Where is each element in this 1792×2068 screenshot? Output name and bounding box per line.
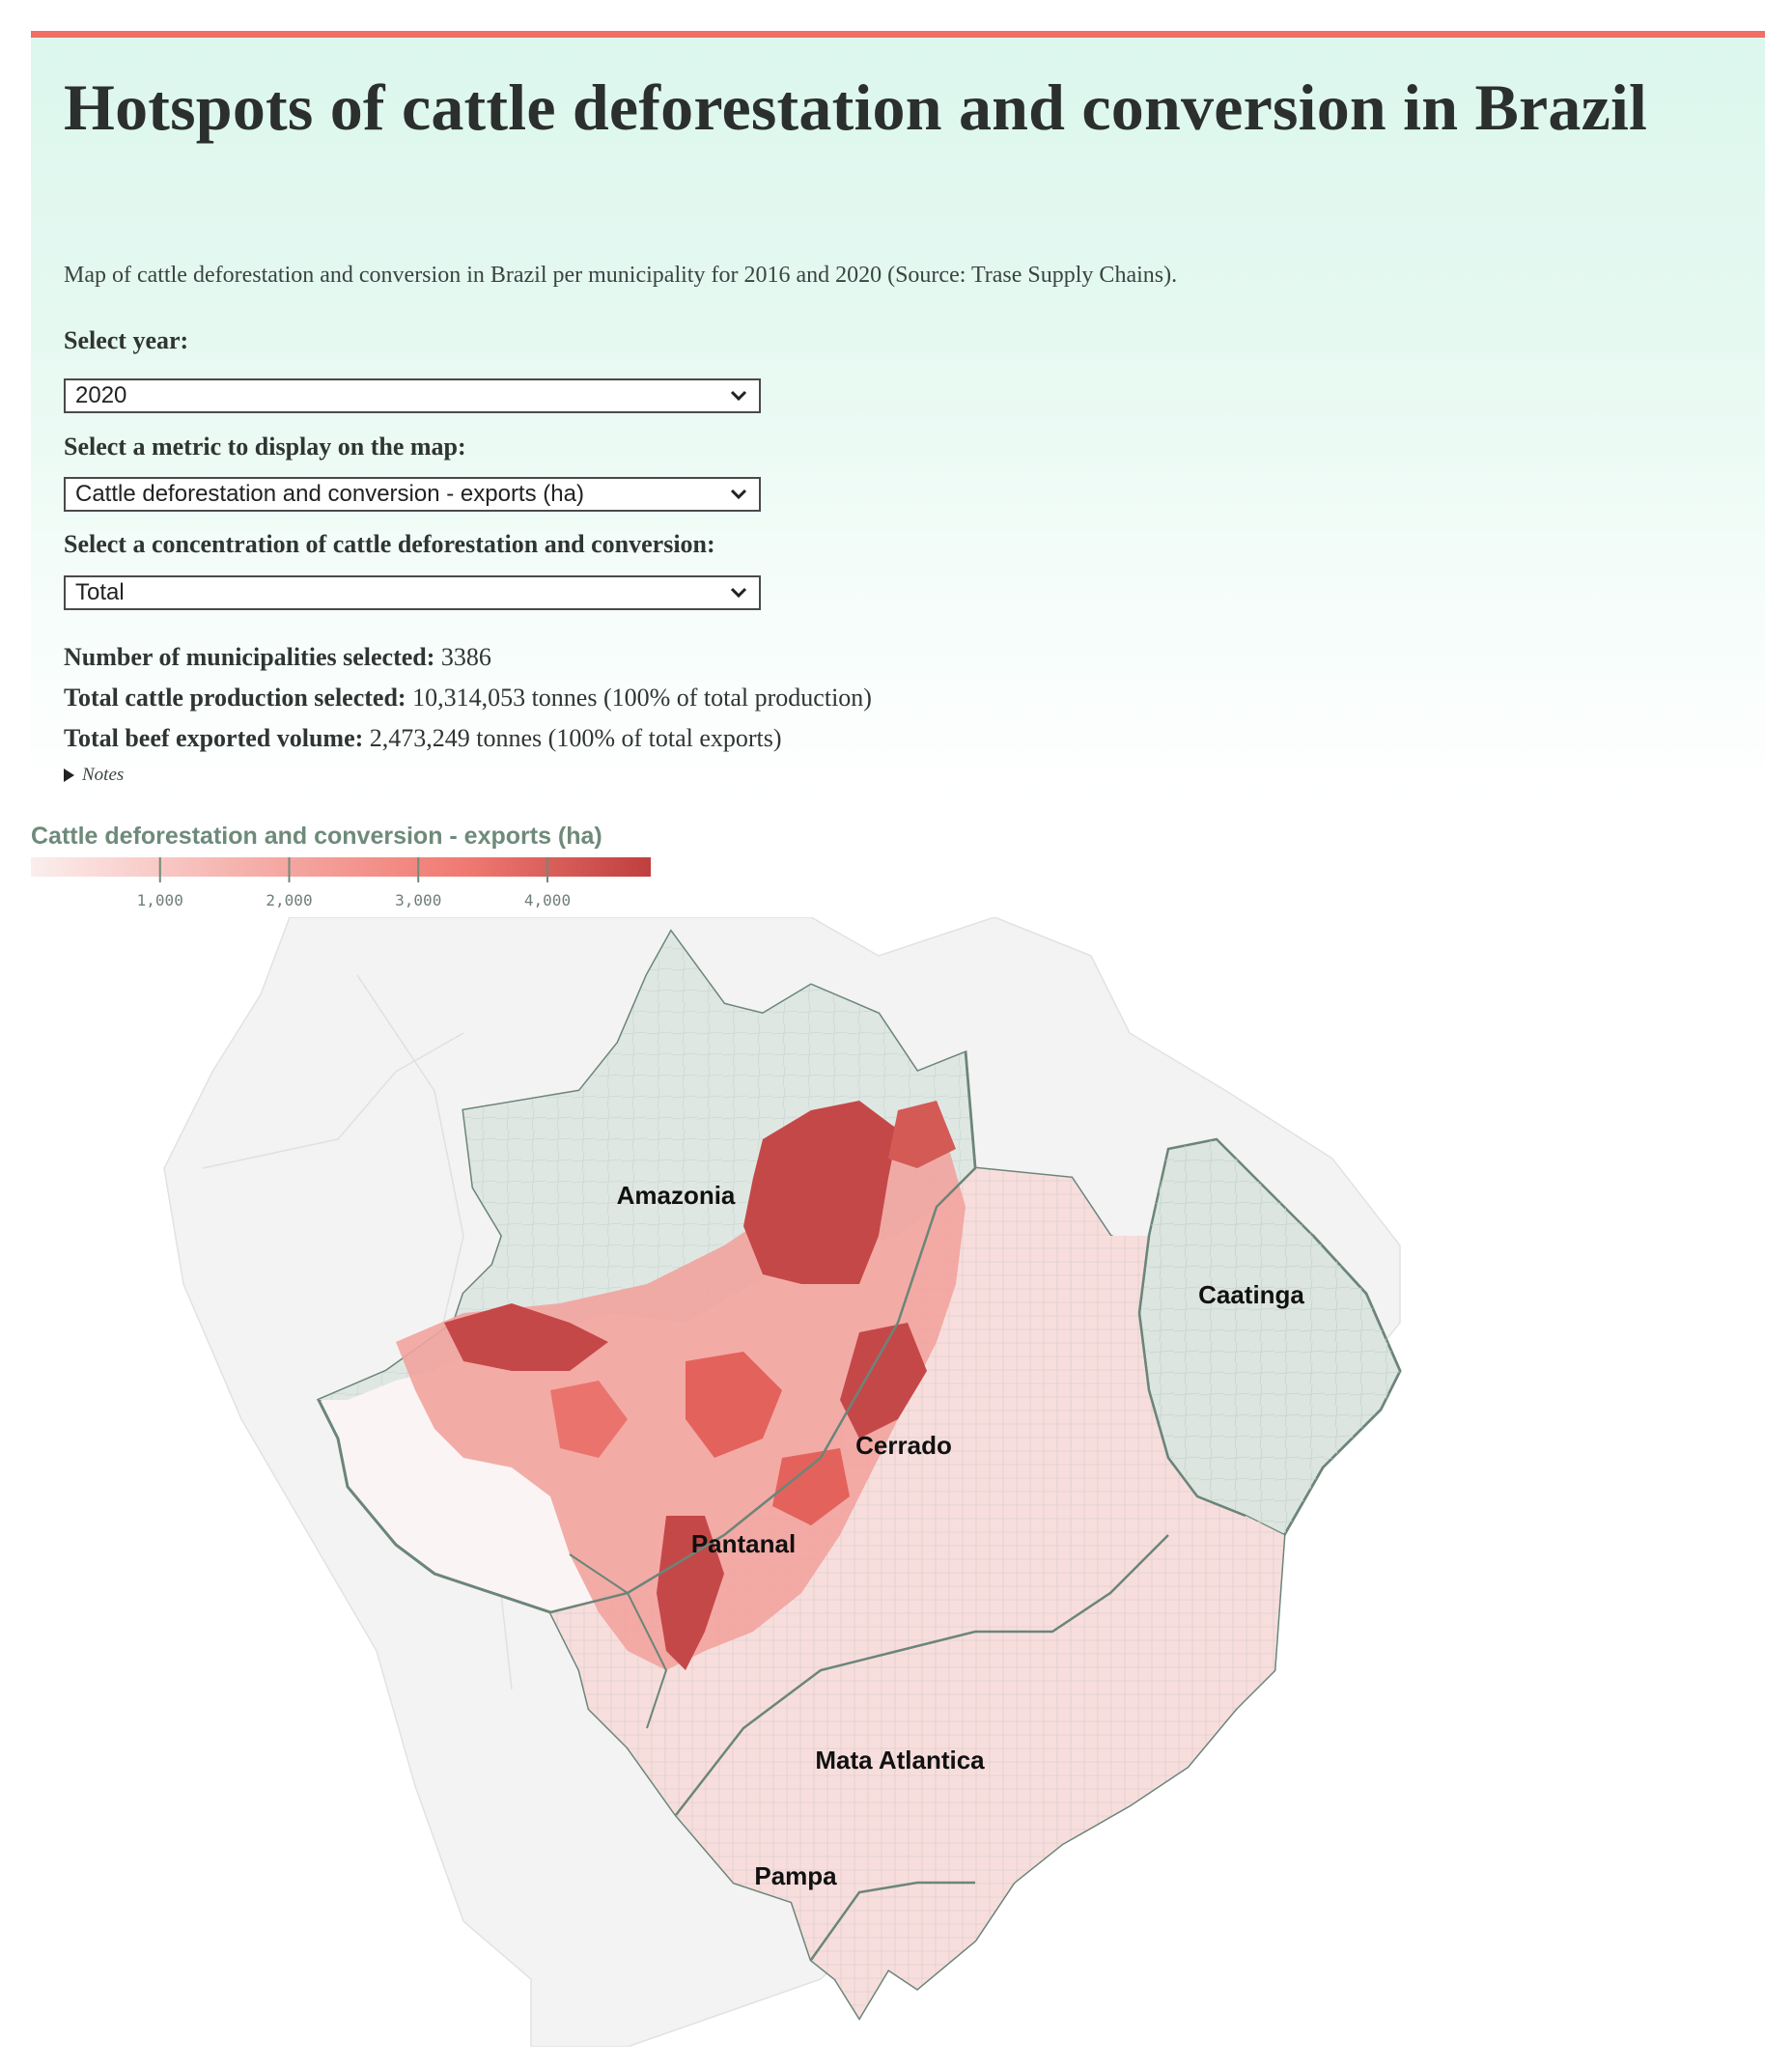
disclosure-triangle-icon (64, 769, 74, 782)
biome-boundary-line (569, 1553, 668, 1729)
legend-tick-label: 1,000 (137, 891, 183, 909)
year-select[interactable]: 2020 (64, 378, 761, 413)
biome-boundary-line (809, 1881, 975, 1961)
deforestation-arc-high (840, 1323, 927, 1439)
chevron-down-icon (730, 489, 747, 500)
notes-label: Notes (82, 765, 125, 785)
stat-exports-value: 2,473,249 tonnes (100% of total exports) (369, 724, 782, 752)
deforestation-arc-mid (772, 1448, 850, 1525)
page-subtitle: Map of cattle deforestation and conversi… (64, 263, 1178, 288)
deforestation-arc-high (444, 1303, 608, 1371)
stat-municipalities-label: Number of municipalities selected: (64, 643, 435, 671)
color-legend: 1,000 2,000 3,000 4,000 (31, 857, 651, 909)
biome-label-pantanal: Pantanal (691, 1529, 796, 1558)
deforestation-arc-mid (686, 1352, 782, 1458)
metric-select-value: Cattle deforestation and conversion - ex… (75, 481, 584, 507)
deforestation-arc-high (743, 1101, 898, 1284)
stat-production: Total cattle production selected: 10,314… (64, 684, 872, 713)
legend-tick-label: 3,000 (395, 891, 441, 909)
legend-title: Cattle deforestation and conversion - ex… (31, 823, 602, 850)
legend-tick-label: 4,000 (524, 891, 571, 909)
notes-toggle[interactable]: Notes (64, 765, 124, 786)
chevron-down-icon (730, 587, 747, 599)
biome-boundary-line (1137, 1235, 1246, 1518)
legend-color-ramp (31, 857, 651, 877)
stat-exports-label: Total beef exported volume: (64, 724, 364, 752)
biome-label-pampa: Pampa (754, 1861, 837, 1890)
biome-label-mata-atlantica: Mata Atlantica (815, 1746, 985, 1775)
deforestation-arc-high (888, 1101, 956, 1168)
biome-label-cerrado: Cerrado (855, 1431, 952, 1460)
deforestation-arc-high (657, 1516, 724, 1670)
concentration-select[interactable]: Total (64, 575, 761, 610)
biome-label-caatinga: Caatinga (1198, 1280, 1304, 1309)
stat-municipalities: Number of municipalities selected: 3386 (64, 643, 491, 672)
legend-tick-label: 2,000 (266, 891, 312, 909)
chevron-down-icon (730, 390, 747, 402)
page-title: Hotspots of cattle deforestation and con… (64, 70, 1648, 144)
stat-production-label: Total cattle production selected: (64, 684, 406, 712)
deforestation-arc-mid (550, 1381, 628, 1458)
biome-label-amazonia: Amazonia (617, 1181, 736, 1210)
metric-select-label: Select a metric to display on the map: (64, 433, 466, 461)
top-accent-rule (31, 31, 1765, 38)
concentration-select-label: Select a concentration of cattle defores… (64, 530, 715, 558)
brazil-choropleth-map[interactable]: Amazonia Caatinga Cerrado Pantanal Mata … (145, 917, 1497, 2047)
stat-exports: Total beef exported volume: 2,473,249 to… (64, 724, 782, 753)
header-panel (31, 38, 1765, 800)
biome-boundary-line (549, 1051, 977, 1614)
metric-select[interactable]: Cattle deforestation and conversion - ex… (64, 477, 761, 512)
year-select-label: Select year: (64, 326, 189, 354)
biome-boundary-line (675, 1534, 1169, 1816)
stat-municipalities-value: 3386 (440, 643, 491, 671)
concentration-select-value: Total (75, 579, 125, 605)
stat-production-value: 10,314,053 tonnes (100% of total product… (412, 684, 872, 712)
country-border-line (202, 1032, 464, 1169)
year-select-value: 2020 (75, 382, 127, 408)
